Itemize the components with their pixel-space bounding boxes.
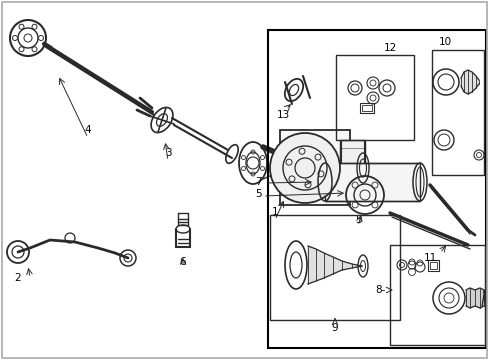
Polygon shape: [469, 288, 474, 308]
Bar: [427, 260, 438, 271]
Polygon shape: [341, 261, 351, 270]
Text: 4: 4: [84, 125, 91, 135]
Text: 10: 10: [438, 37, 450, 47]
Bar: [389, 245, 484, 345]
Polygon shape: [465, 288, 469, 308]
Text: 2: 2: [15, 273, 21, 283]
Bar: [339, 140, 364, 195]
Text: 13: 13: [276, 110, 289, 120]
Bar: [335, 55, 413, 140]
Text: 9: 9: [331, 323, 338, 333]
Polygon shape: [307, 246, 315, 284]
Polygon shape: [479, 288, 483, 308]
Polygon shape: [460, 72, 463, 92]
Bar: [361, 105, 371, 111]
Polygon shape: [351, 264, 361, 268]
Polygon shape: [475, 76, 478, 88]
Text: 5: 5: [254, 189, 261, 199]
Polygon shape: [467, 70, 471, 94]
Text: 5: 5: [354, 215, 361, 225]
Text: 3: 3: [164, 148, 171, 158]
Polygon shape: [471, 72, 475, 92]
Bar: [429, 262, 436, 269]
Polygon shape: [315, 249, 324, 281]
Bar: [280, 130, 349, 205]
Bar: [269, 215, 399, 320]
Polygon shape: [474, 288, 479, 308]
Text: 7: 7: [254, 177, 261, 187]
Text: 6: 6: [179, 257, 186, 267]
Text: 8-: 8-: [374, 285, 385, 295]
Polygon shape: [324, 253, 332, 278]
Bar: [359, 103, 373, 113]
Text: 12: 12: [383, 43, 396, 53]
Bar: [431, 50, 483, 175]
Polygon shape: [332, 257, 341, 274]
Bar: [325, 163, 419, 201]
Polygon shape: [463, 70, 467, 94]
Bar: [267, 30, 485, 348]
Text: 1: 1: [271, 207, 278, 217]
Circle shape: [269, 133, 339, 203]
Text: 11: 11: [423, 253, 436, 263]
